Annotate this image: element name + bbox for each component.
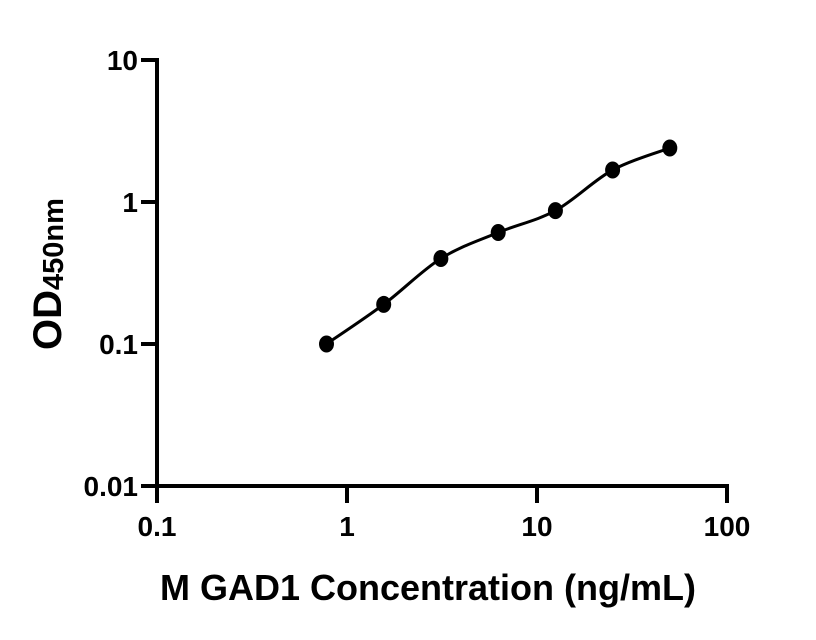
data-point [318, 335, 334, 353]
x-tick-label: 0.1 [138, 511, 177, 542]
y-axis-title-subscript: 450nm [38, 198, 70, 290]
data-point [547, 202, 563, 220]
y-tick-label: 10 [107, 45, 138, 76]
x-axis-title: M GAD1 Concentration (ng/mL) [160, 567, 696, 608]
data-point [433, 250, 449, 268]
axes [155, 58, 729, 503]
data-point [490, 223, 506, 241]
x-tick-label: 1 [339, 511, 355, 542]
x-tick-label: 10 [521, 511, 552, 542]
y-axis-title: OD450nm [26, 198, 70, 350]
x-tick-label: 100 [704, 511, 751, 542]
y-tick-label: 0.01 [84, 471, 139, 502]
data-point [662, 139, 678, 157]
data-point [605, 161, 621, 179]
fit-curve-line [325, 146, 671, 346]
data-point [376, 295, 392, 313]
y-axis-ticks [141, 58, 157, 488]
x-axis-ticks [155, 486, 729, 503]
data-points [318, 139, 678, 353]
y-tick-label: 1 [122, 187, 138, 218]
y-axis-tick-labels: 0.01 0.1 1 10 [84, 45, 139, 502]
y-tick-label: 0.1 [99, 329, 138, 360]
x-axis-tick-labels: 0.1 1 10 100 [138, 511, 751, 542]
y-axis-title-main: OD [26, 290, 70, 350]
